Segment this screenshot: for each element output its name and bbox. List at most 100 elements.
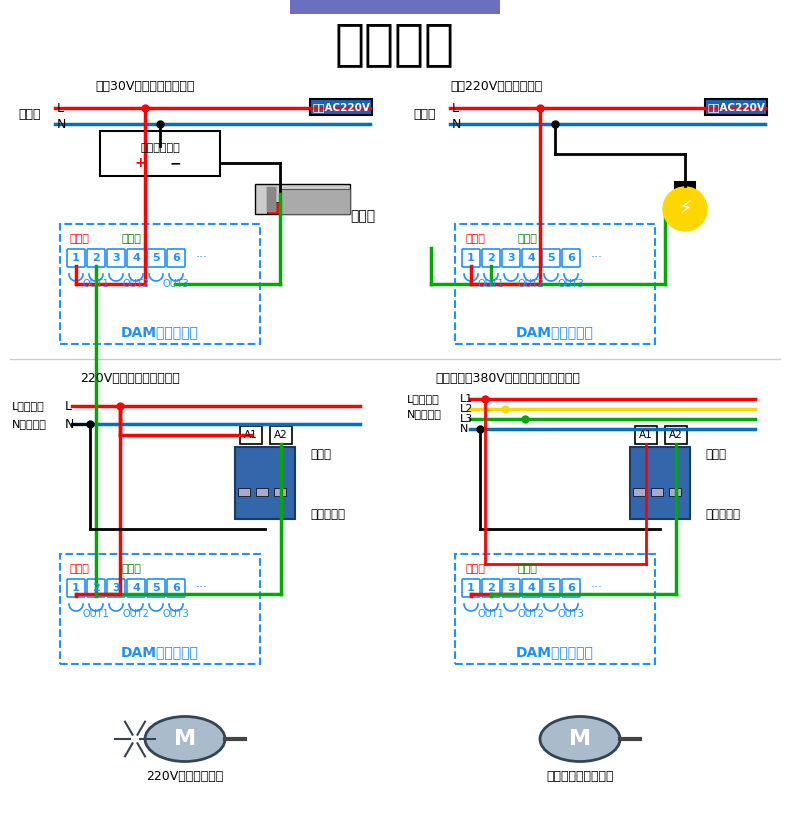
FancyBboxPatch shape [87, 579, 105, 597]
Text: ···: ··· [591, 581, 603, 594]
FancyBboxPatch shape [147, 579, 165, 597]
FancyBboxPatch shape [127, 249, 145, 267]
Text: OUT1: OUT1 [83, 609, 109, 619]
Text: M: M [174, 729, 196, 749]
Text: N: N [65, 418, 74, 431]
Bar [651, 488, 663, 496]
FancyBboxPatch shape [562, 249, 580, 267]
Text: 4: 4 [527, 253, 535, 263]
Text: 5: 5 [547, 583, 555, 593]
Text: +: + [134, 156, 146, 170]
Text: 2: 2 [92, 253, 100, 263]
Text: 1: 1 [467, 253, 475, 263]
Bar [705, 99, 767, 115]
Text: OUT3: OUT3 [558, 279, 585, 289]
FancyBboxPatch shape [502, 249, 520, 267]
Text: 6: 6 [172, 253, 180, 263]
FancyBboxPatch shape [147, 249, 165, 267]
FancyBboxPatch shape [502, 579, 520, 597]
Ellipse shape [145, 716, 225, 762]
Text: 电源端: 电源端 [18, 107, 40, 120]
Text: L: L [452, 102, 459, 115]
Text: 2: 2 [487, 583, 495, 593]
Text: 交流接触器: 交流接触器 [705, 507, 740, 520]
Text: 带零线交流380V接电机、泵等设备接线: 带零线交流380V接电机、泵等设备接线 [435, 373, 580, 386]
Text: 被控设备电源: 被控设备电源 [140, 143, 180, 153]
Text: 常开端: 常开端 [517, 564, 537, 574]
Bar [267, 202, 279, 214]
FancyBboxPatch shape [107, 579, 125, 597]
Text: 常开端: 常开端 [122, 234, 142, 244]
Text: 线圈AC220V: 线圈AC220V [707, 102, 765, 112]
Bar [235, 447, 295, 519]
FancyBboxPatch shape [462, 579, 480, 597]
Bar [240, 426, 262, 444]
Text: 3: 3 [507, 253, 515, 263]
Text: 1: 1 [467, 583, 475, 593]
FancyBboxPatch shape [522, 579, 540, 597]
Text: 线圈AC220V: 线圈AC220V [312, 102, 370, 112]
Bar [238, 488, 250, 496]
FancyBboxPatch shape [87, 249, 105, 267]
Text: ···: ··· [196, 581, 208, 594]
Text: A1: A1 [244, 430, 258, 440]
Text: 1: 1 [72, 583, 80, 593]
Text: N代表零线: N代表零线 [407, 409, 442, 419]
Text: OUT3: OUT3 [558, 609, 585, 619]
Text: DAM数采控制器: DAM数采控制器 [516, 325, 594, 339]
Text: N代表零线: N代表零线 [12, 419, 47, 429]
Text: 交流220V设备接线方法: 交流220V设备接线方法 [450, 80, 542, 93]
Text: A2: A2 [669, 430, 683, 440]
Bar [256, 488, 268, 496]
Text: OUT1: OUT1 [83, 279, 109, 289]
Text: M: M [569, 729, 591, 749]
Text: OUT2: OUT2 [517, 279, 544, 289]
Text: 电磁阀: 电磁阀 [350, 209, 375, 223]
Text: 直流30V以下设备接线方法: 直流30V以下设备接线方法 [95, 80, 194, 93]
FancyBboxPatch shape [482, 249, 500, 267]
Text: ⚡: ⚡ [678, 199, 692, 218]
Text: ▐: ▐ [256, 186, 275, 212]
Text: OUT3: OUT3 [163, 279, 190, 289]
Bar [675, 182, 695, 192]
Bar [635, 426, 657, 444]
Text: 4: 4 [527, 583, 535, 593]
FancyBboxPatch shape [67, 249, 85, 267]
FancyBboxPatch shape [107, 249, 125, 267]
Text: 4: 4 [132, 583, 140, 593]
FancyBboxPatch shape [167, 579, 185, 597]
Text: 2: 2 [487, 253, 495, 263]
FancyBboxPatch shape [167, 249, 185, 267]
FancyBboxPatch shape [67, 579, 85, 597]
Bar [60, 554, 260, 664]
FancyBboxPatch shape [542, 249, 560, 267]
Text: 5: 5 [152, 583, 160, 593]
Circle shape [663, 187, 707, 231]
Text: 公共端: 公共端 [465, 234, 485, 244]
Text: −: − [169, 156, 181, 170]
FancyBboxPatch shape [290, 0, 500, 14]
Bar [669, 488, 681, 496]
Text: 公共端: 公共端 [70, 564, 90, 574]
Bar [665, 426, 687, 444]
Text: L1: L1 [460, 394, 473, 404]
FancyBboxPatch shape [127, 579, 145, 597]
Text: 3: 3 [507, 583, 515, 593]
Text: 3: 3 [112, 253, 120, 263]
FancyBboxPatch shape [522, 249, 540, 267]
FancyBboxPatch shape [562, 579, 580, 597]
Bar [280, 189, 350, 214]
Bar [274, 488, 286, 496]
Text: 6: 6 [567, 583, 575, 593]
Text: N: N [452, 117, 461, 130]
Text: L代表火线: L代表火线 [407, 394, 440, 404]
Text: A1: A1 [639, 430, 653, 440]
FancyBboxPatch shape [462, 249, 480, 267]
Text: 主触点: 主触点 [705, 448, 726, 461]
Bar [310, 99, 372, 115]
Text: 5: 5 [547, 253, 555, 263]
Text: DAM数采控制器: DAM数采控制器 [121, 325, 199, 339]
Text: OUT2: OUT2 [122, 279, 149, 289]
Bar [455, 554, 655, 664]
Text: 3: 3 [112, 583, 120, 593]
